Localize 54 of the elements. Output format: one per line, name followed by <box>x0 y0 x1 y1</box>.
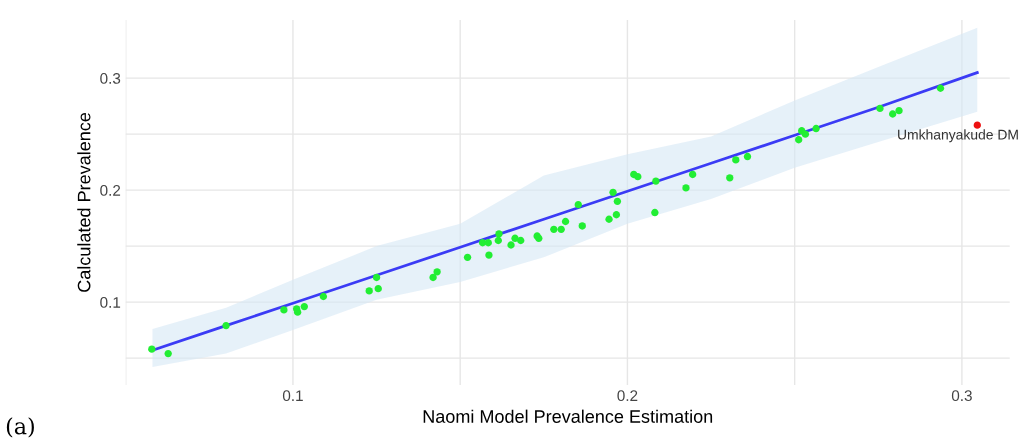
point <box>164 349 172 358</box>
point <box>550 225 558 233</box>
point <box>652 177 660 185</box>
point <box>812 124 820 133</box>
point <box>973 121 981 129</box>
point <box>495 230 503 238</box>
point <box>574 201 582 209</box>
point <box>148 345 156 353</box>
point <box>613 197 622 206</box>
point <box>682 184 690 192</box>
point <box>433 268 441 276</box>
point <box>895 106 903 115</box>
point <box>578 222 586 230</box>
point <box>429 273 437 282</box>
point <box>374 285 382 293</box>
point <box>688 170 697 179</box>
x-tick-label: 0.1 <box>282 390 303 402</box>
point <box>484 239 492 247</box>
y-axis-title: Calculated Prevalence <box>77 112 91 292</box>
point <box>634 173 642 181</box>
point <box>517 236 525 245</box>
point <box>485 251 493 259</box>
point <box>561 217 570 226</box>
point <box>743 152 752 161</box>
x-tick-label: 0.2 <box>617 390 638 402</box>
point <box>222 321 230 330</box>
point <box>557 225 565 233</box>
y-tick-label: 0.1 <box>100 296 121 308</box>
point <box>726 174 734 182</box>
annotation: Umkhanyakude DM <box>898 129 1018 143</box>
point <box>372 273 381 282</box>
point <box>609 188 617 197</box>
point <box>319 292 328 301</box>
point <box>936 84 945 92</box>
point <box>876 104 884 113</box>
point <box>507 241 515 249</box>
x-tick-label: 0.3 <box>951 390 972 402</box>
point <box>365 287 373 295</box>
y-tick-label: 0.2 <box>100 185 121 196</box>
point <box>795 136 803 144</box>
text: (a) <box>6 417 34 438</box>
point <box>651 208 659 217</box>
point <box>300 302 308 311</box>
point <box>888 110 897 118</box>
point <box>605 215 613 223</box>
point <box>494 236 502 245</box>
x-axis-title: Naomi Model Prevalence Estimation <box>423 409 713 423</box>
point <box>732 156 740 164</box>
y-tick-label: 0.3 <box>100 73 121 84</box>
point <box>612 211 621 219</box>
point <box>280 306 288 314</box>
point <box>511 234 519 242</box>
point <box>463 253 472 261</box>
point <box>801 130 810 138</box>
